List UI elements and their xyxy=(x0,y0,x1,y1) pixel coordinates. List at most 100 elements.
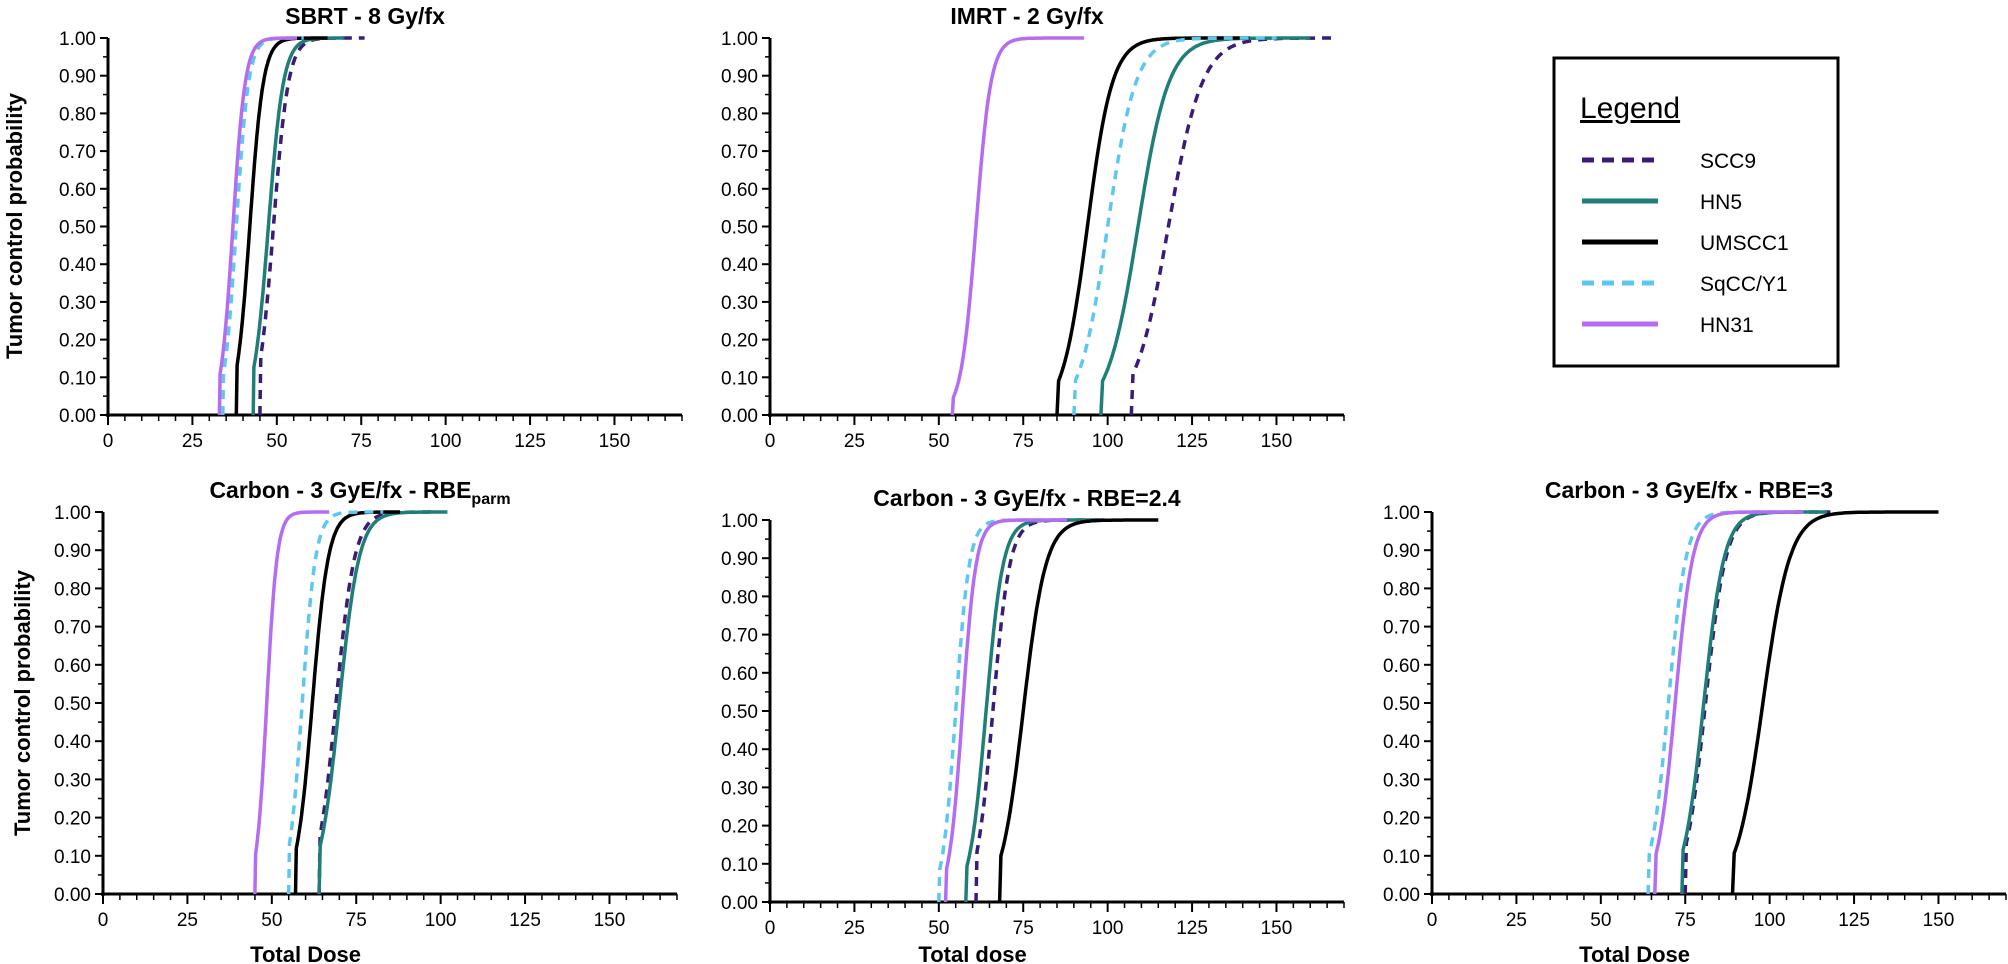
panels: SBRT - 8 Gy/fx 0.00 0.10 0.20 0.30 0.40 0.50 0.… xyxy=(2,3,2007,964)
x-tick-label: 100 xyxy=(1092,918,1124,939)
y-tick-label: 0.20 xyxy=(721,817,758,838)
x-tick-label: 0 xyxy=(765,918,776,939)
y-tick-label: 0.20 xyxy=(721,331,758,352)
x-tick-label: 50 xyxy=(1590,910,1611,931)
y-tick-label: 0.40 xyxy=(721,740,758,761)
series-line-sqccy1 xyxy=(286,510,384,895)
y-tick-label: 0.20 xyxy=(54,809,91,830)
y-tick-label: 0.60 xyxy=(721,664,758,685)
x-tick-label: 125 xyxy=(1176,918,1208,939)
x-tick-label: 75 xyxy=(351,431,372,452)
y-tick-label: 0.60 xyxy=(1383,656,1420,677)
y-tick-label: 0.90 xyxy=(721,67,758,88)
y-tick-label: 0.90 xyxy=(54,541,91,562)
y-axis-label: Tumor control probability xyxy=(10,569,35,836)
legend-item: SCC9 xyxy=(1582,150,1756,173)
legend-item: HN5 xyxy=(1582,191,1742,214)
x-tick-label: 25 xyxy=(844,431,865,452)
x-tick-label: 50 xyxy=(261,910,282,931)
series-line-sqccy1 xyxy=(1646,510,1790,895)
series-line-umscc1 xyxy=(293,510,401,895)
y-tick-label: 0.30 xyxy=(54,770,91,791)
series-line-scc9 xyxy=(317,510,438,895)
x-tick-label: 100 xyxy=(425,910,457,931)
series-line-hn31 xyxy=(1653,510,1804,895)
legend-item-label: SCC9 xyxy=(1700,150,1756,173)
panel-title-main: SBRT - 8 Gy/fx xyxy=(285,3,445,29)
y-tick-label: 0.70 xyxy=(59,142,96,163)
y-tick-label: 0.50 xyxy=(59,218,96,239)
x-tick-label: 125 xyxy=(1176,431,1208,452)
panel-title: SBRT - 8 Gy/fx xyxy=(285,3,445,29)
series-line-umscc1 xyxy=(1730,510,1939,895)
y-tick-label: 0.40 xyxy=(1383,732,1420,753)
y-tick-label: 0.10 xyxy=(59,368,96,389)
legend-item: HN31 xyxy=(1582,314,1754,337)
x-tick-label: 75 xyxy=(1013,431,1034,452)
y-tick-label: 0.40 xyxy=(54,732,91,753)
series-line-scc9 xyxy=(1683,510,1831,895)
legend-item-label: UMSCC1 xyxy=(1700,232,1789,255)
y-tick-label: 0.70 xyxy=(1383,618,1420,639)
chart-panel-4: Carbon - 3 GyE/fx - RBE=2.4 0.00 0.10 0.20 0… xyxy=(721,485,1345,964)
y-tick-label: 0.30 xyxy=(59,293,96,314)
y-tick-label: 0.10 xyxy=(721,855,758,876)
x-tick-label: 0 xyxy=(1427,910,1438,931)
x-tick-label: 150 xyxy=(599,431,631,452)
y-tick-label: 0.50 xyxy=(721,702,758,723)
x-axis-label: Total Dose xyxy=(1579,942,1690,964)
panel-title-main: Carbon - 3 GyE/fx - RBE=3 xyxy=(1545,477,1833,503)
y-tick-label: 0.80 xyxy=(54,579,91,600)
y-tick-label: 0.30 xyxy=(721,293,758,314)
y-tick-label: 0.50 xyxy=(1383,694,1420,715)
y-tick-label: 0.10 xyxy=(54,847,91,868)
panel-title: Carbon - 3 GyE/fx - RBE=3 xyxy=(1545,477,1833,503)
chart-panel-3: Carbon - 3 GyE/fx - RBEparm 0.00 0.10 0.20 0… xyxy=(10,477,678,964)
series-line-hn31 xyxy=(253,510,330,895)
y-tick-label: 1.00 xyxy=(721,511,758,532)
series-line-hn31 xyxy=(217,36,298,416)
y-tick-label: 1.00 xyxy=(1383,503,1420,524)
y-tick-label: 0.40 xyxy=(721,255,758,276)
x-tick-label: 150 xyxy=(1261,918,1293,939)
y-tick-label: 0.30 xyxy=(1383,770,1420,791)
y-tick-label: 0.40 xyxy=(59,255,96,276)
x-tick-label: 0 xyxy=(98,910,109,931)
y-tick-label: 0.80 xyxy=(1383,579,1420,600)
y-tick-label: 0.00 xyxy=(1383,885,1420,906)
series-line-umscc1 xyxy=(1055,36,1250,416)
x-tick-label: 150 xyxy=(1261,431,1293,452)
legend-item: SqCC/Y1 xyxy=(1582,273,1788,296)
y-tick-label: 1.00 xyxy=(54,503,91,524)
legend-item-label: SqCC/Y1 xyxy=(1700,273,1788,296)
series-line-hn5 xyxy=(317,510,448,895)
x-tick-label: 0 xyxy=(103,431,114,452)
y-tick-label: 0.10 xyxy=(721,368,758,389)
panel-title-main: Carbon - 3 GyE/fx - RBE xyxy=(209,477,471,503)
x-tick-label: 125 xyxy=(509,910,541,931)
legend-item-label: HN31 xyxy=(1700,314,1754,337)
x-tick-label: 0 xyxy=(765,431,776,452)
series-line-hn5 xyxy=(251,36,345,416)
y-tick-label: 0.70 xyxy=(721,142,758,163)
chart-panel-2: IMRT - 2 Gy/fx 0.00 0.10 0.20 0.30 0.40 0.50 0.… xyxy=(721,3,1345,452)
y-tick-label: 0.60 xyxy=(59,180,96,201)
y-tick-label: 1.00 xyxy=(59,29,96,50)
y-tick-label: 0.70 xyxy=(54,618,91,639)
y-tick-label: 1.00 xyxy=(721,29,758,50)
x-tick-label: 125 xyxy=(514,431,546,452)
series-line-hn31 xyxy=(943,518,1068,903)
legend-title: Legend xyxy=(1580,92,1680,125)
panel-title-main: Carbon - 3 GyE/fx - RBE=2.4 xyxy=(873,485,1181,511)
series-line-scc9 xyxy=(974,518,1098,903)
y-tick-label: 0.80 xyxy=(721,587,758,608)
y-tick-label: 0.90 xyxy=(721,549,758,570)
legend-items: SCC9 HN5 UMSCC1 SqCC/Y1 HN31 xyxy=(1582,150,1789,337)
x-tick-label: 50 xyxy=(928,431,949,452)
series-line-umscc1 xyxy=(234,36,328,416)
y-tick-label: 0.80 xyxy=(721,104,758,125)
y-tick-label: 0.60 xyxy=(721,180,758,201)
y-tick-label: 0.00 xyxy=(721,893,758,914)
y-tick-label: 0.70 xyxy=(721,626,758,647)
y-tick-label: 0.90 xyxy=(59,67,96,88)
